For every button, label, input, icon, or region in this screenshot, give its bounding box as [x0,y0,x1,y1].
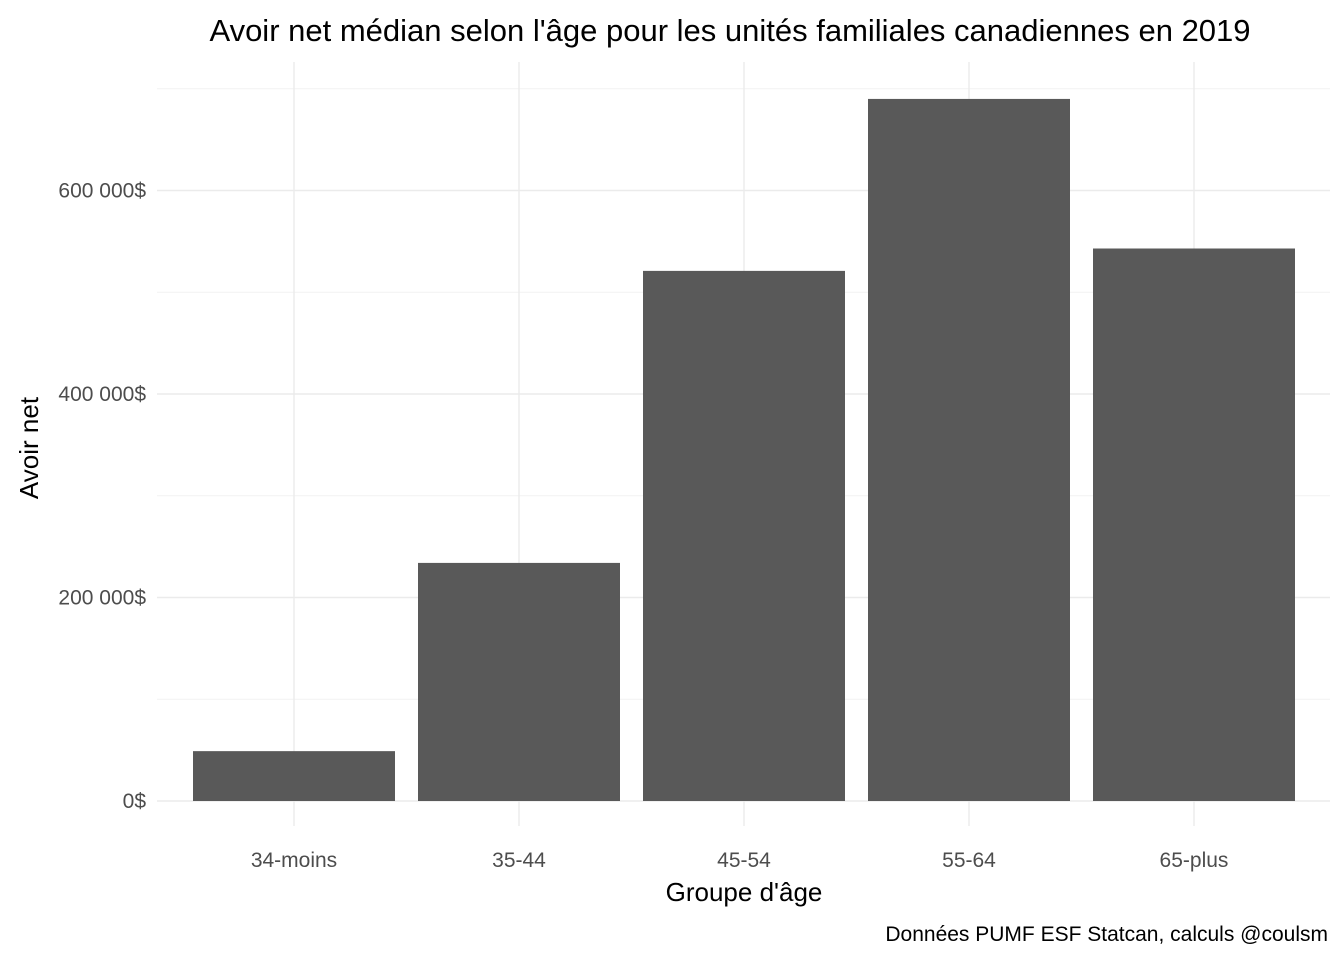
bars [193,98,1295,802]
y-tick-label: 200 000$ [58,587,146,610]
y-axis-title: Avoir net [14,396,44,499]
x-tick-label: 65-plus [1160,849,1229,872]
y-tick-label: 600 000$ [58,180,146,203]
x-axis-tick-labels: 34-moins 35-44 45-54 55-64 65-plus [251,849,1229,872]
bar-34-moins [193,751,395,801]
y-tick-label: 0$ [123,790,147,813]
chart-title: Avoir net médian selon l'âge pour les un… [209,13,1250,48]
x-axis-title: Groupe d'âge [666,877,823,907]
chart-caption: Données PUMF ESF Statcan, calculs @couls… [885,923,1328,946]
y-axis-tick-labels: 0$ 200 000$ 400 000$ 600 000$ [58,180,146,814]
bar-45-54 [643,270,845,801]
bar-65-plus [1093,248,1295,801]
x-tick-label: 34-moins [251,849,337,872]
y-tick-label: 400 000$ [58,383,146,406]
x-tick-label: 55-64 [942,849,996,872]
x-tick-label: 35-44 [492,849,546,872]
bar-35-44 [418,562,620,801]
bar-55-64 [868,98,1070,802]
x-tick-label: 45-54 [717,849,771,872]
